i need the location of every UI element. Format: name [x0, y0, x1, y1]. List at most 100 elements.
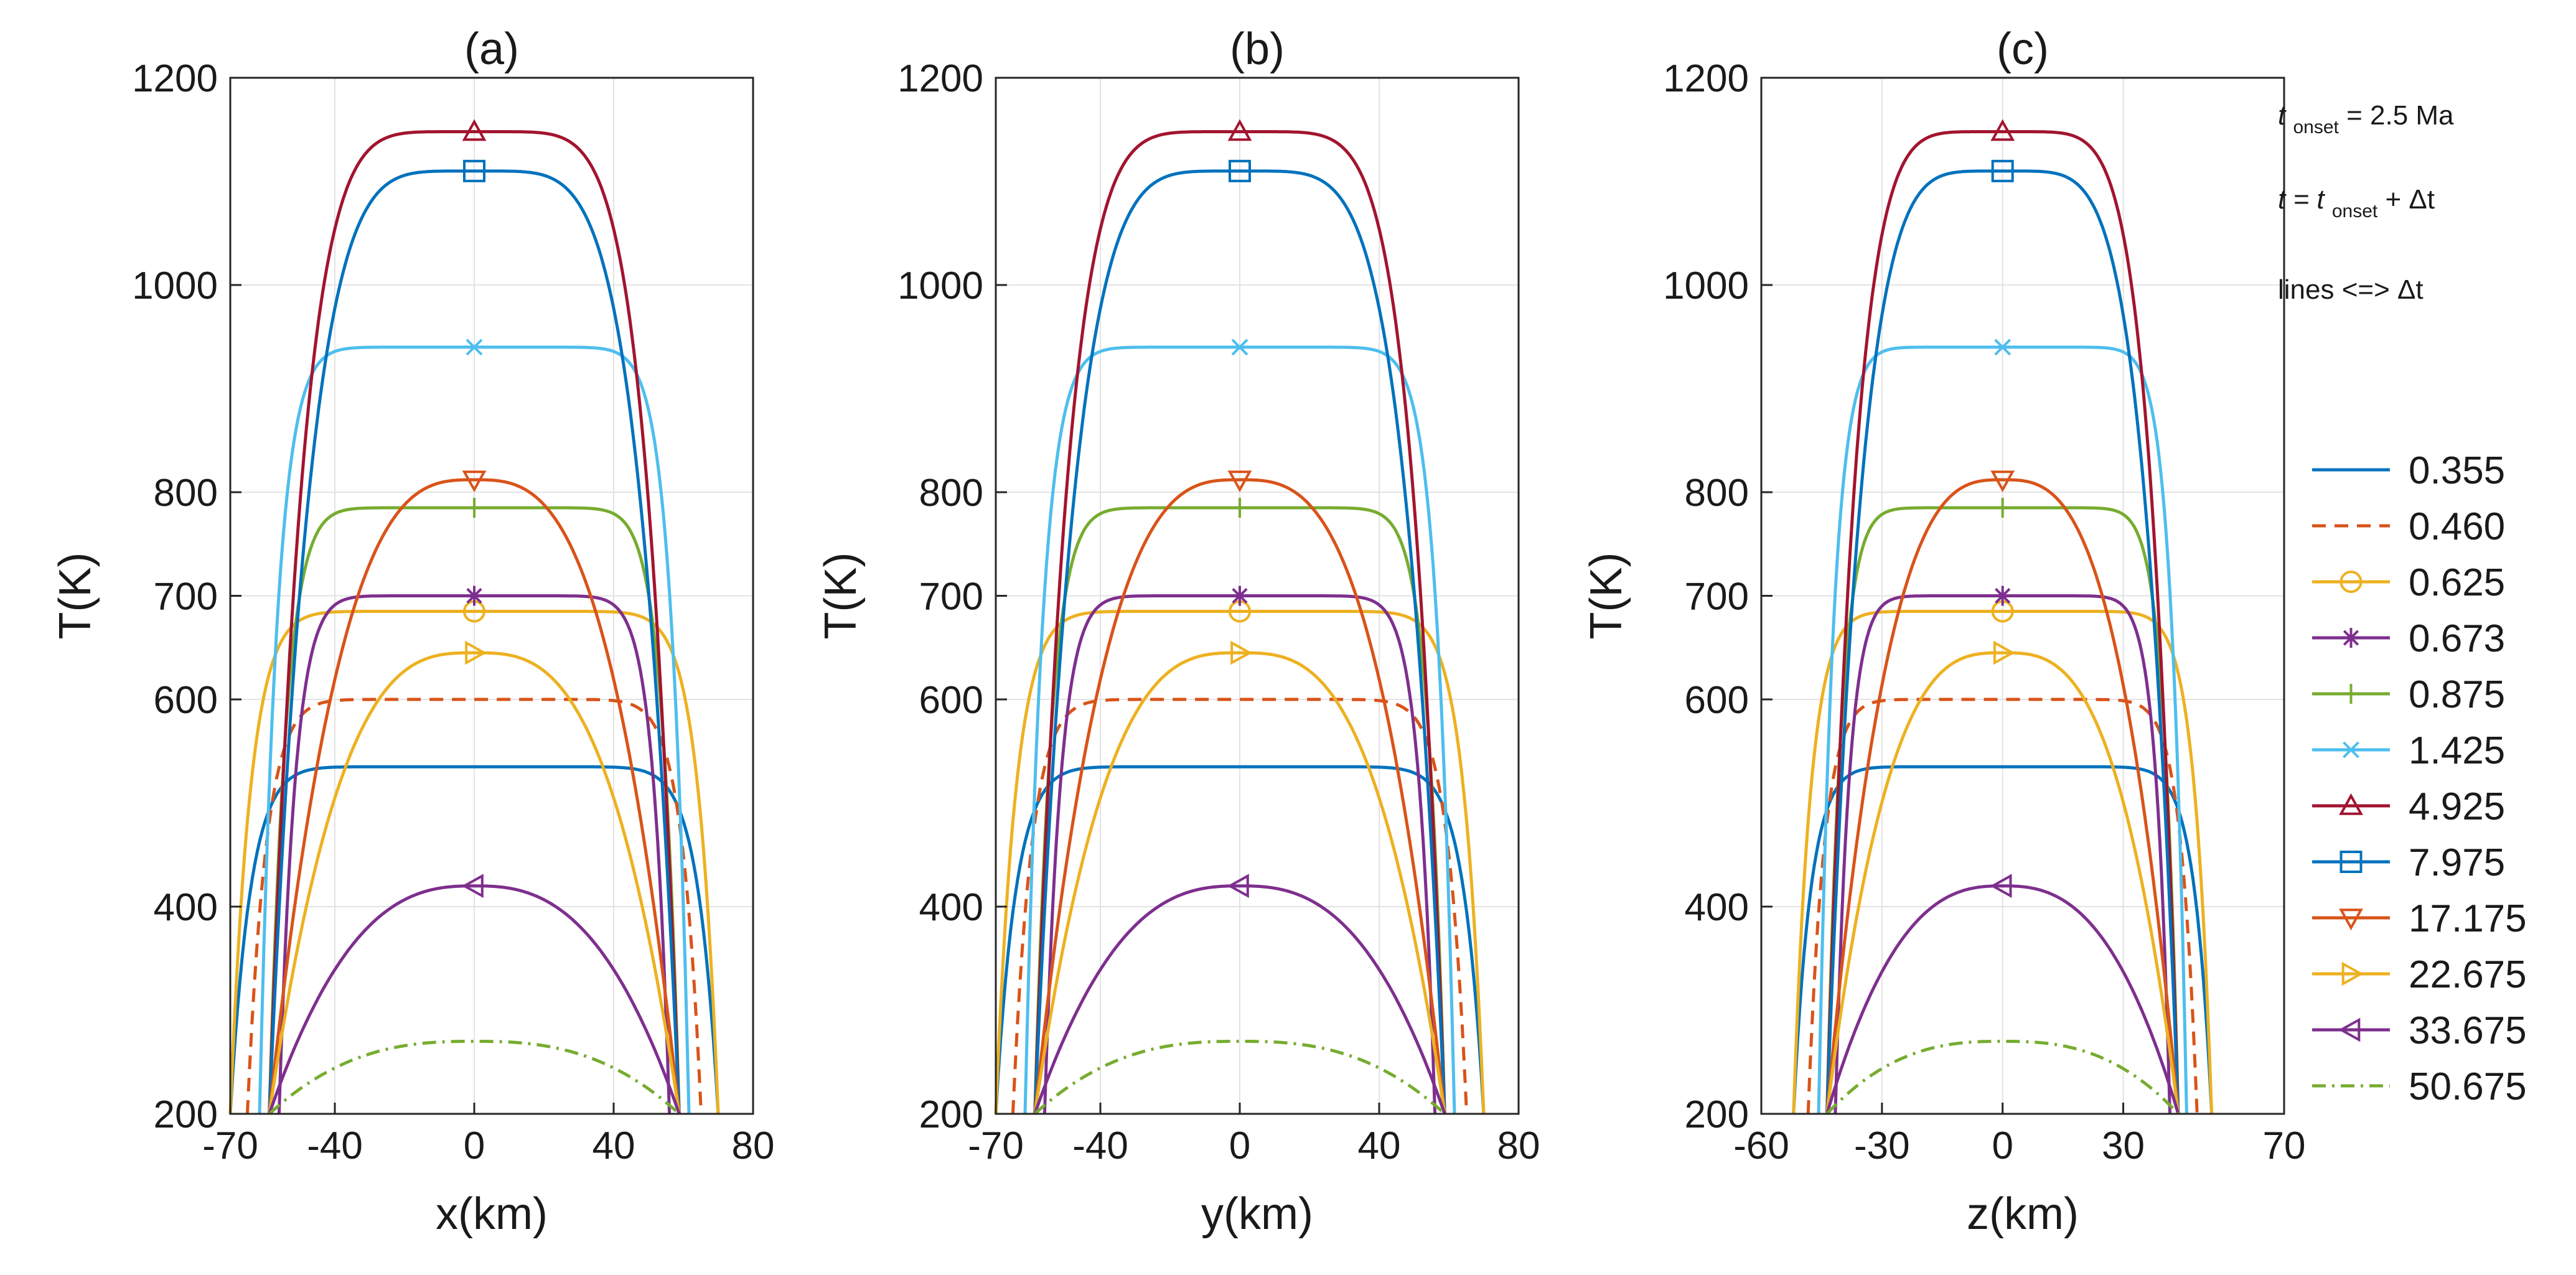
y-tick-label: 600	[154, 679, 218, 722]
annotations: t onset = 2.5 Ma t = t onset + Δt lines …	[2278, 100, 2454, 305]
series-marker-0.875	[464, 497, 484, 518]
series-line-50.675	[1034, 1040, 1446, 1115]
y-tick-label: 800	[1685, 472, 1749, 515]
panel-b: -70 -40 0 40 80 200 400 600 700 800 1000 1200 (b) y(k…	[816, 24, 1540, 1239]
y-tick-label: 800	[154, 472, 218, 515]
annotation-time: t = t onset + Δt	[2278, 184, 2435, 223]
legend-marker-22.675	[2341, 961, 2364, 986]
y-tick-label: 1200	[897, 57, 983, 100]
series-line-7.975	[1825, 169, 2180, 1114]
y-tick-label: 700	[919, 576, 983, 619]
legend-entry: 0.355	[2312, 449, 2505, 492]
legend-label: 4.925	[2409, 785, 2505, 828]
series-line-0.625	[228, 610, 720, 1114]
series-marker-33.675	[461, 874, 484, 899]
legend-label: 0.460	[2409, 505, 2505, 548]
series-line-50.675	[268, 1040, 680, 1115]
series-line-0.460	[1806, 698, 2199, 1114]
y-axis-label: T(K)	[816, 553, 866, 640]
series-line-22.675	[1033, 651, 1446, 1114]
series-marker-33.675	[1990, 874, 2012, 899]
legend-label: 0.625	[2409, 561, 2505, 604]
y-tick-label: 200	[919, 1093, 983, 1136]
series-marker-0.673	[1230, 586, 1250, 606]
series-line-0.355	[1792, 765, 2214, 1114]
panel-title: (b)	[1230, 24, 1285, 74]
y-tick-label: 1200	[1663, 57, 1749, 100]
y-tick-label: 200	[1685, 1093, 1749, 1136]
y-axis-label: T(K)	[1581, 553, 1631, 640]
series-line-33.675	[268, 884, 681, 1114]
y-tick-label: 600	[1685, 679, 1749, 722]
x-tick-label: -40	[307, 1124, 363, 1167]
legend-label: 33.675	[2409, 1009, 2527, 1052]
panel-c: -60 -30 0 30 70 200 400 600 700 800 1000 1200 (c) z(k…	[1581, 24, 2305, 1239]
series-line-22.675	[268, 651, 681, 1114]
legend-marker-0.625	[2339, 571, 2363, 593]
legend-marker-17.175	[2339, 908, 2363, 931]
x-tick-label: -70	[202, 1124, 258, 1167]
legend-entry: 0.673	[2312, 617, 2505, 660]
x-tick-label: 0	[1229, 1124, 1250, 1167]
legend-entry: 1.425	[2312, 729, 2505, 772]
legend-entry: 50.675	[2312, 1065, 2527, 1108]
series-line-4.925	[1825, 130, 2180, 1114]
legend-entry: 4.925	[2312, 785, 2505, 828]
series-marker-1.425	[1994, 339, 2012, 356]
legend-marker-1.425	[2343, 741, 2359, 759]
x-tick-label: 70	[2263, 1124, 2306, 1167]
series-line-4.925	[268, 130, 681, 1114]
series-line-0.625	[994, 610, 1486, 1114]
series-line-22.675	[1825, 651, 2180, 1114]
series-marker-1.425	[466, 339, 483, 356]
series-marker-33.675	[1227, 874, 1249, 899]
x-tick-label: 80	[1497, 1124, 1540, 1167]
y-tick-label: 400	[919, 886, 983, 929]
x-tick-label: -70	[968, 1124, 1024, 1167]
series-marker-17.175	[462, 470, 487, 493]
series-marker-22.675	[1230, 640, 1253, 665]
legend-marker-0.875	[2341, 684, 2361, 704]
y-tick-label: 1000	[897, 264, 983, 307]
y-tick-label: 700	[1685, 576, 1749, 619]
legend-label: 7.975	[2409, 841, 2505, 884]
series-marker-4.925	[1227, 119, 1252, 141]
series-line-33.675	[1825, 884, 2180, 1114]
panel-title: (c)	[1997, 24, 2049, 74]
series-marker-7.975	[1991, 159, 2014, 182]
series-line-4.925	[1033, 130, 1446, 1114]
series-marker-0.673	[1992, 586, 2013, 606]
series-marker-22.675	[1993, 640, 2015, 665]
x-tick-label: 0	[1992, 1124, 2013, 1167]
series-line-17.175	[1825, 478, 2180, 1114]
legend-entry: 0.875	[2312, 673, 2505, 716]
x-tick-label: 40	[1358, 1124, 1401, 1167]
series-line-33.675	[1033, 884, 1446, 1114]
series-line-50.675	[1825, 1040, 2180, 1115]
x-tick-label: 40	[592, 1124, 635, 1167]
y-tick-label: 1200	[132, 57, 218, 100]
x-axis-label: x(km)	[436, 1189, 548, 1239]
y-tick-label: 600	[919, 679, 983, 722]
y-tick-label: 700	[154, 576, 218, 619]
legend-label: 50.675	[2409, 1065, 2527, 1108]
x-tick-label: 0	[464, 1124, 485, 1167]
legend-label: 0.673	[2409, 617, 2505, 660]
legend-label: 22.675	[2409, 953, 2527, 996]
legend-entry: 17.175	[2312, 897, 2527, 940]
series-line-17.175	[1033, 478, 1446, 1114]
legend-entry: 22.675	[2312, 953, 2527, 996]
series-marker-4.925	[1990, 119, 2015, 141]
y-tick-label: 200	[154, 1093, 218, 1136]
series-line-7.975	[268, 169, 681, 1114]
legend-entry: 0.625	[2312, 561, 2505, 604]
y-tick-label: 1000	[132, 264, 218, 307]
series-marker-7.975	[463, 159, 485, 182]
legend-label: 0.875	[2409, 673, 2505, 716]
series-marker-17.175	[1227, 470, 1252, 493]
legend-marker-4.925	[2339, 793, 2363, 815]
series-line-0.625	[1792, 610, 2214, 1114]
legend-entry: 7.975	[2312, 841, 2505, 884]
